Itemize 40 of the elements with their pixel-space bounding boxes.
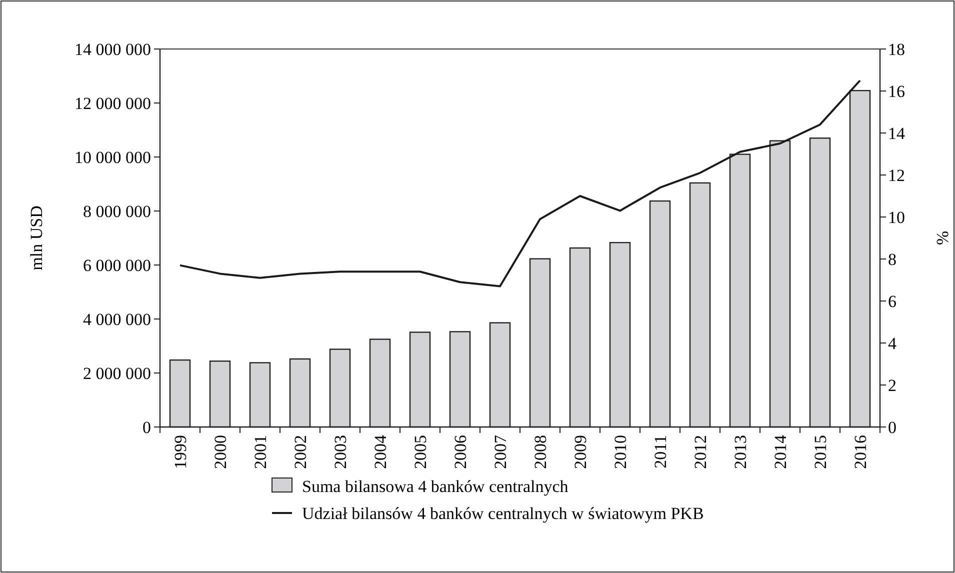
y-tick-label: 6 000 000: [83, 256, 151, 275]
y2-tick-label: 12: [888, 166, 905, 185]
y-tick-label: 14 000 000: [74, 40, 151, 59]
x-tick-label: 2010: [611, 435, 630, 469]
x-tick-label: 2008: [531, 435, 550, 469]
y-tick-label: 12 000 000: [74, 94, 151, 113]
y2-tick-label: 0: [888, 418, 896, 437]
y-tick-label: 0: [142, 418, 151, 437]
y-tick-label: 8 000 000: [83, 202, 151, 221]
y2-tick-label: 10: [888, 208, 905, 227]
x-tick-label: 2006: [451, 435, 470, 469]
y-tick-label: 10 000 000: [74, 148, 151, 167]
y2-tick-label: 4: [888, 334, 897, 353]
x-tick-label: 1999: [171, 435, 190, 469]
x-tick-label: 2004: [371, 434, 390, 469]
x-tick-label: 2013: [731, 435, 750, 469]
y-axis-title: mln USD: [27, 206, 46, 270]
legend-label: Udział bilansów 4 banków centralnych w światowym PKB: [302, 504, 704, 523]
y2-tick-label: 18: [888, 40, 905, 59]
y2-tick-label: 16: [888, 82, 905, 101]
x-tick-label: 2007: [491, 434, 510, 469]
y2-tick-label: 8: [888, 250, 896, 269]
y2-tick-label: 14: [888, 124, 906, 143]
x-tick-label: 2011: [651, 435, 670, 468]
y2-axis-title: %: [933, 230, 952, 246]
y-tick-label: 4 000 000: [83, 310, 151, 329]
x-tick-label: 2009: [571, 435, 590, 469]
x-tick-label: 2016: [851, 435, 870, 469]
x-tick-label: 2014: [771, 434, 790, 469]
x-tick-label: 2000: [211, 435, 230, 469]
x-tick-label: 2003: [331, 435, 350, 469]
x-tick-label: 2002: [291, 435, 310, 469]
x-tick-label: 2015: [811, 435, 830, 469]
legend-label: Suma bilansowa 4 banków centralnych: [302, 476, 569, 496]
y-tick-label: 2 000 000: [83, 364, 151, 383]
y2-tick-label: 2: [888, 376, 896, 395]
y2-tick-label: 6: [888, 292, 896, 311]
x-tick-label: 2005: [411, 435, 430, 469]
x-tick-label: 2012: [691, 435, 710, 469]
x-tick-label: 2001: [251, 435, 270, 469]
